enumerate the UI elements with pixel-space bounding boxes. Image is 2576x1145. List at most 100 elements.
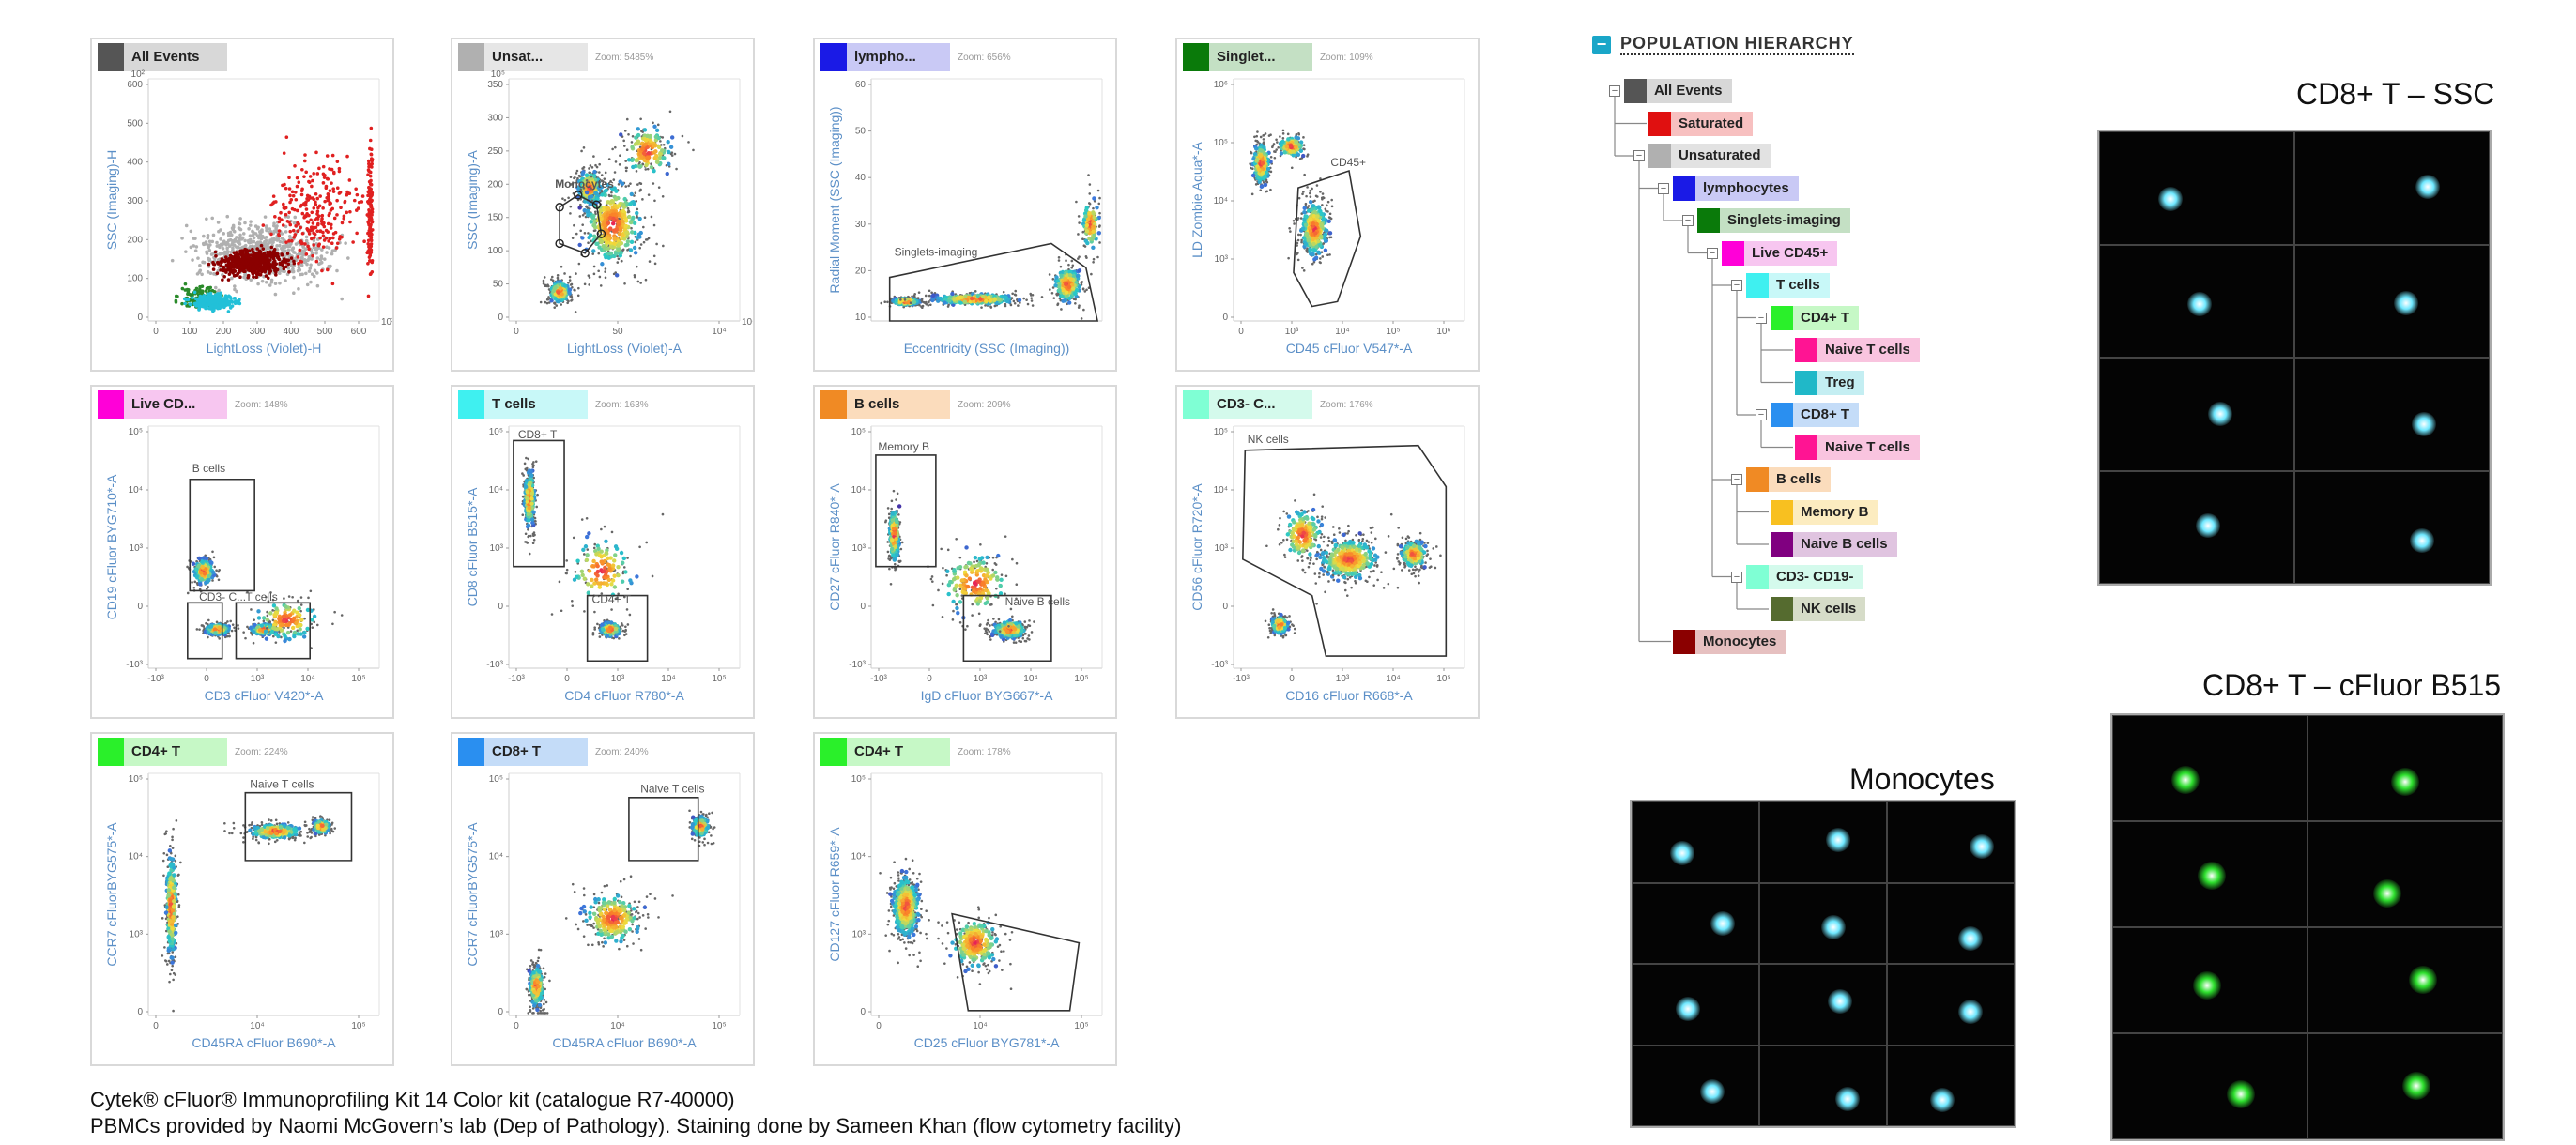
event-dot: [590, 175, 593, 178]
event-dot: [1082, 244, 1086, 248]
event-dot: [368, 182, 373, 186]
event-dot: [297, 287, 300, 291]
event-dot: [215, 240, 219, 245]
event-dot: [275, 244, 279, 248]
event-dot: [226, 310, 231, 313]
event-dot: [327, 197, 331, 202]
event-dot: [1002, 290, 1005, 294]
density-dot: [580, 236, 585, 240]
event-dot: [588, 171, 590, 175]
plot-2[interactable]: Unsat... Zoom: 5485% 0 50 100 150 200 250 300 350…: [451, 38, 755, 372]
event-dot: [201, 301, 206, 305]
event-dot: [198, 264, 202, 267]
event-dot: [257, 236, 261, 240]
density-dot: [662, 156, 667, 160]
event-dot: [286, 248, 291, 252]
gate-color-swatch: [98, 43, 124, 71]
event-dot: [291, 193, 296, 198]
event-dot: [581, 167, 584, 170]
event-dot: [247, 256, 252, 261]
gate-vertex-handle[interactable]: [574, 191, 583, 200]
density-dot: [602, 222, 607, 228]
gate-vertex-handle[interactable]: [596, 229, 606, 238]
density-dot: [616, 247, 621, 252]
event-dot: [1056, 303, 1059, 307]
event-dot: [223, 255, 228, 259]
event-dot: [631, 134, 635, 138]
event-dot: [242, 266, 246, 269]
event-dot: [561, 197, 564, 200]
event-dot: [200, 284, 205, 288]
density-dot: [553, 284, 558, 290]
event-dot: [207, 256, 210, 261]
event-dot: [228, 267, 233, 272]
event-dot: [315, 209, 320, 214]
x-axis-label: Eccentricity (SSC (Imaging)): [904, 341, 1070, 356]
event-dot: [216, 262, 221, 266]
event-dot: [305, 196, 309, 201]
event-dot: [1078, 255, 1081, 258]
density-dot: [636, 127, 640, 131]
gate-vertex-handle[interactable]: [591, 200, 602, 209]
event-dot: [1065, 259, 1067, 263]
x-tick-label: 50: [612, 327, 623, 337]
plot-3[interactable]: lympho... Zoom: 656% 10 20 30 40 50 60 Eccentric…: [813, 38, 1117, 372]
event-dot: [240, 249, 244, 252]
gate-vertex-handle[interactable]: [580, 249, 590, 258]
event-dot: [598, 162, 601, 166]
gate-polygon[interactable]: [559, 193, 603, 254]
event-dot: [234, 255, 238, 259]
event-dot: [284, 240, 288, 244]
event-dot: [1077, 257, 1080, 260]
event-dot: [675, 167, 678, 171]
event-dot: [303, 260, 308, 265]
event-dot: [636, 216, 639, 219]
event-dot: [614, 145, 617, 149]
gate-vertex-handle[interactable]: [555, 203, 564, 212]
event-dot: [588, 207, 591, 210]
event-dot: [191, 296, 194, 300]
event-dot: [294, 223, 298, 228]
event-dot: [263, 215, 268, 219]
event-dot: [575, 272, 577, 275]
event-dot: [302, 258, 307, 262]
event-dot: [261, 247, 266, 251]
event-dot: [315, 271, 319, 275]
plot-gate-name: Unsat...: [484, 43, 588, 71]
event-dot: [247, 249, 252, 253]
density-dot: [558, 286, 563, 291]
event-dot: [570, 295, 574, 298]
event-dot: [551, 279, 555, 282]
y-tick-label: 200: [487, 179, 503, 190]
x-tick-label: 300: [250, 327, 266, 337]
event-dot: [1030, 297, 1034, 299]
event-dot: [242, 245, 247, 249]
density-dot: [636, 164, 642, 169]
event-dot: [226, 250, 230, 254]
event-dot: [604, 267, 607, 270]
density-dot: [610, 205, 615, 210]
event-dot: [580, 149, 583, 153]
y-tick-label: 10: [855, 313, 866, 323]
event-dot: [328, 211, 331, 216]
plot-1[interactable]: All Events 0 100 200 300 400 500 600 0 100 200 300 4…: [90, 38, 394, 372]
density-dot: [658, 155, 663, 160]
x-tick-label: 500: [317, 327, 333, 337]
event-dot: [322, 176, 327, 179]
gate-vertex-handle[interactable]: [555, 238, 564, 249]
event-dot: [314, 251, 318, 255]
event-dot: [367, 198, 372, 203]
event-dot: [215, 244, 220, 248]
event-dot: [302, 215, 306, 220]
event-dot: [661, 136, 665, 139]
density-dot: [592, 169, 597, 175]
density-dot: [635, 159, 639, 163]
event-dot: [288, 222, 293, 227]
density-dot: [931, 293, 936, 298]
density-dot: [975, 293, 980, 298]
density-dot: [612, 237, 617, 242]
event-dot: [320, 248, 324, 252]
event-dot: [312, 243, 315, 247]
event-dot: [575, 172, 578, 175]
event-dot: [366, 220, 370, 224]
